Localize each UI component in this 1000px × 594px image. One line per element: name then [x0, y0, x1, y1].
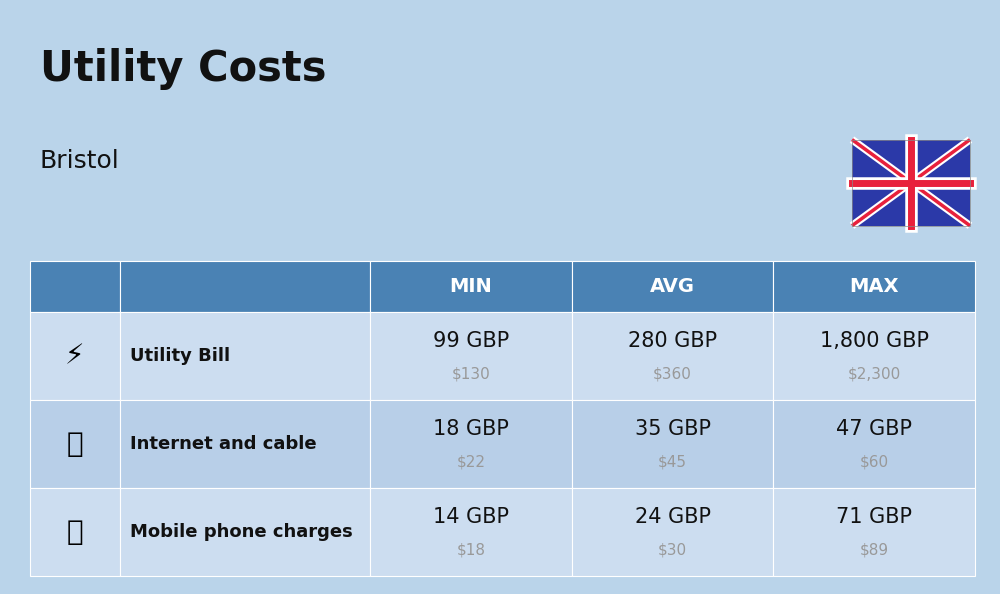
Text: MIN: MIN [450, 277, 492, 296]
Text: 280 GBP: 280 GBP [628, 331, 717, 351]
Text: Internet and cable: Internet and cable [130, 435, 316, 453]
Bar [572, 261, 773, 312]
Bar [30, 400, 120, 488]
Text: 📡: 📡 [67, 430, 83, 458]
Bar [120, 488, 370, 576]
Bar [370, 312, 572, 400]
Text: ⚡: ⚡ [65, 342, 85, 370]
Text: Utility Costs: Utility Costs [40, 48, 326, 90]
Text: 18 GBP: 18 GBP [433, 419, 509, 439]
Text: 1,800 GBP: 1,800 GBP [820, 331, 929, 351]
Text: 47 GBP: 47 GBP [836, 419, 912, 439]
Bar [30, 312, 120, 400]
Bar [852, 140, 970, 226]
Text: $30: $30 [658, 542, 687, 557]
Text: $60: $60 [860, 454, 889, 469]
Bar [773, 400, 975, 488]
Text: $130: $130 [452, 366, 490, 381]
Bar [370, 400, 572, 488]
Text: $18: $18 [456, 542, 486, 557]
Text: 71 GBP: 71 GBP [836, 507, 912, 527]
Text: $89: $89 [860, 542, 889, 557]
Text: 99 GBP: 99 GBP [433, 331, 509, 351]
Text: $22: $22 [456, 454, 486, 469]
Bar [572, 488, 773, 576]
Bar [852, 140, 970, 226]
Text: $45: $45 [658, 454, 687, 469]
Text: $2,300: $2,300 [848, 366, 901, 381]
Bar [572, 312, 773, 400]
Bar [30, 261, 120, 312]
Bar [120, 312, 370, 400]
Bar [773, 488, 975, 576]
Text: Bristol: Bristol [40, 148, 120, 172]
Bar [572, 400, 773, 488]
Bar [370, 261, 572, 312]
Bar [370, 488, 572, 576]
Text: $360: $360 [653, 366, 692, 381]
Text: 24 GBP: 24 GBP [635, 507, 711, 527]
Bar [773, 261, 975, 312]
Bar [120, 261, 370, 312]
Text: Mobile phone charges: Mobile phone charges [130, 523, 353, 541]
Bar [30, 488, 120, 576]
Text: 35 GBP: 35 GBP [635, 419, 711, 439]
Text: 📱: 📱 [67, 518, 83, 546]
Bar [773, 312, 975, 400]
Bar [120, 400, 370, 488]
Text: AVG: AVG [650, 277, 695, 296]
Text: MAX: MAX [849, 277, 899, 296]
Text: Utility Bill: Utility Bill [130, 347, 230, 365]
Text: 14 GBP: 14 GBP [433, 507, 509, 527]
